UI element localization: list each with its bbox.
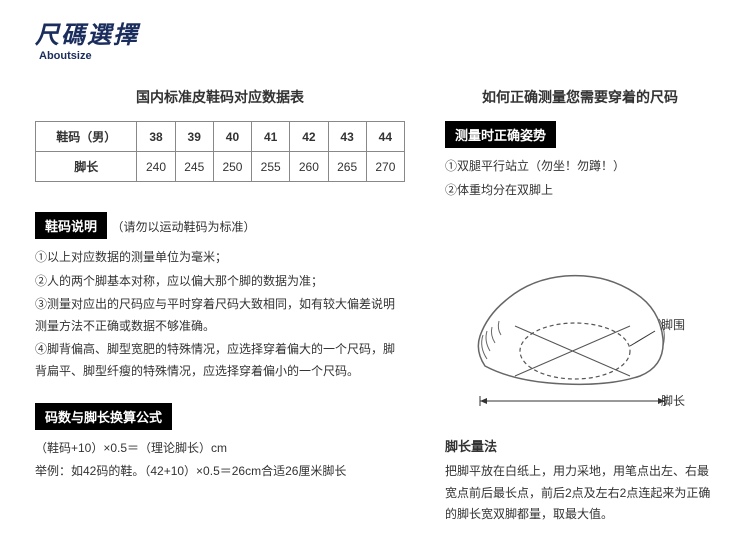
header-cell: 39 (175, 122, 213, 152)
explain-line: ③测量对应出的尺码应与平时穿着尺码大致相同，如有较大偏差说明测量方法不正确或数据… (35, 294, 405, 337)
size-table: 鞋码（男） 38 39 40 41 42 43 44 脚长 240 245 25… (35, 121, 405, 182)
pose-line: ②体重均分在双脚上 (445, 180, 715, 202)
explain-line: ①以上对应数据的测量单位为毫米； (35, 247, 405, 269)
header-cell: 43 (328, 122, 366, 152)
foot-icon (445, 221, 695, 421)
table-title: 国内标准皮鞋码对应数据表 (35, 87, 405, 107)
measure-head: 如何正确测量您需要穿着的尺码 (445, 87, 715, 107)
pose-tag: 测量时正确姿势 (445, 121, 556, 148)
explain-note: （请勿以运动鞋码为标准） (111, 220, 255, 234)
method-head: 脚长量法 (445, 436, 715, 455)
header-cell: 40 (213, 122, 251, 152)
formula-line: 举例：如42码的鞋。（42+10）×0.5＝26cm合适26厘米脚长 (35, 461, 405, 483)
header-cell: 44 (366, 122, 404, 152)
header-cell: 41 (252, 122, 290, 152)
explain-line: ②人的两个脚基本对称，应以偏大那个脚的数据为准； (35, 271, 405, 293)
right-column: 如何正确测量您需要穿着的尺码 测量时正确姿势 ①双腿平行站立（勿坐！勿蹲！） ②… (445, 87, 715, 546)
cell: 270 (366, 152, 404, 182)
formula-text: （鞋码+10）×0.5＝（理论脚长）cm 举例：如42码的鞋。（42+10）×0… (35, 438, 405, 483)
foot-diagram: 脚围 脚长 (445, 221, 695, 421)
foot-circumference-label: 脚围 (661, 316, 685, 333)
table-row: 脚长 240 245 250 255 260 265 270 (36, 152, 405, 182)
cell: 255 (252, 152, 290, 182)
left-column: 国内标准皮鞋码对应数据表 鞋码（男） 38 39 40 41 42 43 44 … (35, 87, 405, 546)
explain-line: ④脚背偏高、脚型宽肥的特殊情况，应选择穿着偏大的一个尺码，脚背扁平、脚型纤瘦的特… (35, 339, 405, 382)
cell: 245 (175, 152, 213, 182)
foot-length-label: 脚长 (661, 392, 685, 409)
cell: 265 (328, 152, 366, 182)
formula-line: （鞋码+10）×0.5＝（理论脚长）cm (35, 438, 405, 460)
title-cn: 尺碼選擇 (35, 15, 715, 50)
explain-text: ①以上对应数据的测量单位为毫米； ②人的两个脚基本对称，应以偏大那个脚的数据为准… (35, 247, 405, 383)
header-cell: 鞋码（男） (36, 122, 137, 152)
method-text: 把脚平放在白纸上，用力采地，用笔点出左、右最宽点前后最长点，前后2点及左右2点连… (445, 461, 715, 526)
cell: 240 (137, 152, 175, 182)
table-header-row: 鞋码（男） 38 39 40 41 42 43 44 (36, 122, 405, 152)
pose-text: ①双腿平行站立（勿坐！勿蹲！） ②体重均分在双脚上 (445, 156, 715, 201)
content-columns: 国内标准皮鞋码对应数据表 鞋码（男） 38 39 40 41 42 43 44 … (35, 87, 715, 546)
header-cell: 38 (137, 122, 175, 152)
cell: 260 (290, 152, 328, 182)
pose-line: ①双腿平行站立（勿坐！勿蹲！） (445, 156, 715, 178)
header: 尺碼選擇 Aboutsize (35, 15, 715, 62)
explain-tag: 鞋码说明 (35, 212, 107, 239)
row-label: 脚长 (36, 152, 137, 182)
title-en: Aboutsize (39, 50, 715, 62)
cell: 250 (213, 152, 251, 182)
header-cell: 42 (290, 122, 328, 152)
explain-section: 鞋码说明 （请勿以运动鞋码为标准） (35, 212, 405, 247)
formula-tag: 码数与脚长换算公式 (35, 403, 172, 430)
